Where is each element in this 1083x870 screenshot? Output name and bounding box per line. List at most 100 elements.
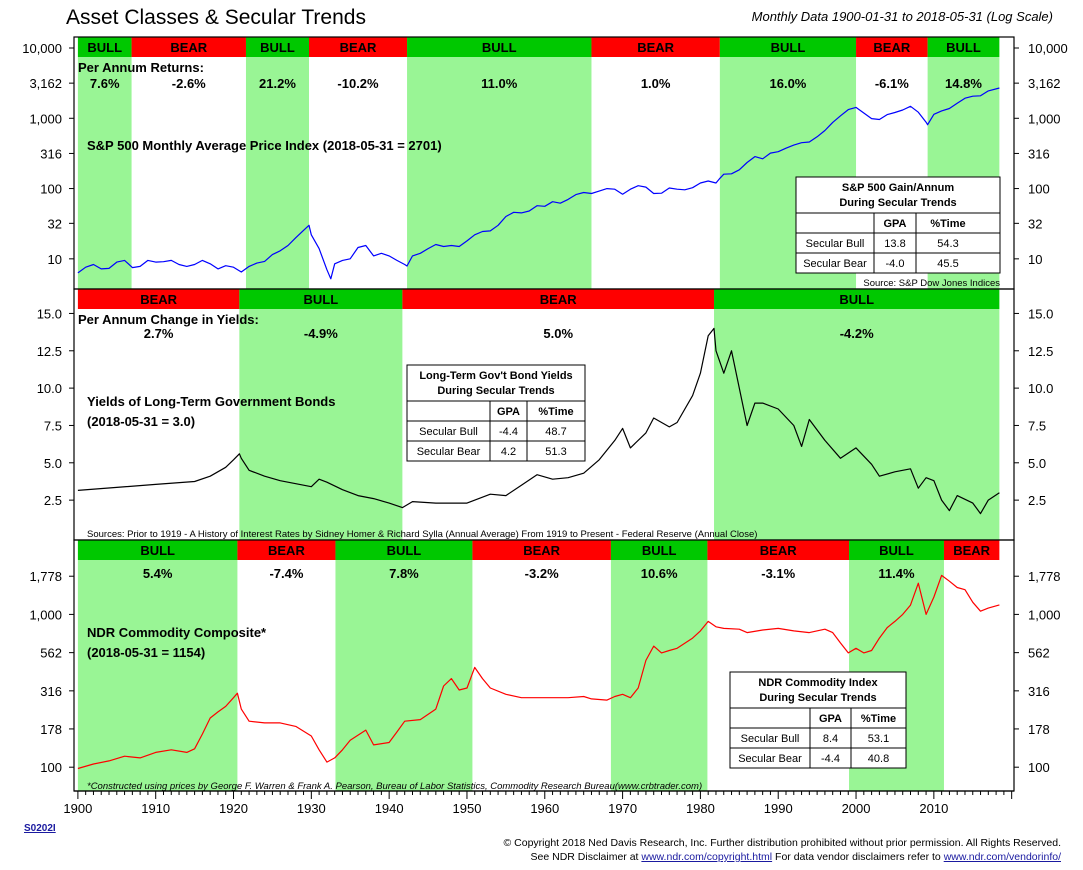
- x-tick-label: 1900: [63, 801, 92, 816]
- vendorinfo-link[interactable]: www.ndr.com/vendorinfo/: [943, 851, 1061, 863]
- y-tick-label-left: 1,778: [29, 569, 62, 584]
- table-cell: Secular Bull: [419, 426, 478, 438]
- period-label: BEAR: [268, 543, 305, 558]
- series-label: NDR Commodity Composite*: [87, 625, 267, 640]
- table-cell: 53.1: [868, 733, 889, 745]
- bull-band: [245, 57, 309, 289]
- bull-header: [849, 540, 944, 560]
- y-tick-label-right: 316: [1028, 146, 1050, 161]
- y-tick-label-right: 10: [1028, 252, 1042, 267]
- series-sublabel: (2018-05-31 = 3.0): [87, 414, 195, 429]
- bull-band: [714, 309, 1000, 540]
- period-label: BULL: [87, 40, 122, 55]
- bull-header: [77, 540, 238, 560]
- series-sublabel: (2018-05-31 = 1154): [87, 645, 205, 660]
- period-gpa: -7.4%: [269, 566, 303, 581]
- table-cell: 45.5: [937, 258, 958, 270]
- period-label: BULL: [482, 40, 517, 55]
- table-cell: 4.2: [501, 446, 516, 458]
- bull-header: [239, 289, 403, 309]
- bear-header: [943, 540, 1000, 560]
- y-tick-label-right: 316: [1028, 684, 1050, 699]
- table-cell: 48.7: [545, 426, 566, 438]
- bull-band: [77, 560, 238, 791]
- table-subtitle: During Secular Trends: [437, 385, 554, 397]
- chart-code[interactable]: S0202I: [24, 823, 56, 834]
- bull-header: [245, 37, 309, 57]
- period-gpa: 16.0%: [770, 76, 807, 91]
- table-cell: -4.4: [821, 753, 840, 765]
- period-label: BEAR: [170, 40, 207, 55]
- period-label: BULL: [879, 543, 914, 558]
- period-label: BEAR: [340, 40, 377, 55]
- y-tick-label-left: 10.0: [37, 381, 62, 396]
- period-label: BEAR: [523, 543, 560, 558]
- table-subtitle: During Secular Trends: [839, 197, 956, 209]
- y-tick-label-right: 7.5: [1028, 418, 1046, 433]
- source-note: *Constructed using prices by George F. W…: [87, 781, 702, 792]
- period-gpa: -6.1%: [875, 76, 909, 91]
- period-gpa: -3.1%: [761, 566, 795, 581]
- table-cell: 40.8: [868, 753, 889, 765]
- table-subtitle: During Secular Trends: [759, 692, 876, 704]
- y-tick-label-right: 10,000: [1028, 41, 1068, 56]
- bear-header: [856, 37, 928, 57]
- table-cell: -4.0: [886, 258, 905, 270]
- y-tick-label-left: 10: [48, 252, 62, 267]
- period-gpa: 7.6%: [90, 76, 120, 91]
- y-tick-label-left: 1,000: [29, 111, 62, 126]
- y-tick-label-left: 7.5: [44, 418, 62, 433]
- bear-header: [237, 540, 336, 560]
- y-tick-label-right: 100: [1028, 760, 1050, 775]
- x-tick-label: 2010: [919, 801, 948, 816]
- period-label: BEAR: [760, 543, 797, 558]
- table-cell: 51.3: [545, 446, 566, 458]
- y-tick-label-right: 12.5: [1028, 344, 1053, 359]
- series-label: Yields of Long-Term Government Bonds: [87, 394, 335, 409]
- chart-svg: BULL 7.6% BEAR -2.6% BULL 21.2% BEAR -10.2% BULL…: [22, 36, 1068, 816]
- x-tick-label: 1910: [141, 801, 170, 816]
- x-tick-label: 1960: [530, 801, 559, 816]
- bull-header: [927, 37, 1000, 57]
- period-label: BULL: [387, 543, 422, 558]
- period-gpa: 7.8%: [389, 566, 419, 581]
- period-gpa: 5.4%: [143, 566, 173, 581]
- x-tick-label: 1990: [764, 801, 793, 816]
- period-label: BULL: [304, 292, 339, 307]
- y-tick-label-right: 32: [1028, 216, 1042, 231]
- table-title: S&P 500 Gain/Annum: [842, 182, 954, 194]
- x-tick-label: 1970: [608, 801, 637, 816]
- bear-header: [591, 37, 720, 57]
- table-cell: Secular Bear: [803, 258, 867, 270]
- y-tick-label-right: 3,162: [1028, 76, 1061, 91]
- period-label: BEAR: [637, 40, 674, 55]
- bull-header: [714, 289, 1000, 309]
- table-header: GPA: [883, 218, 906, 230]
- table-cell: Secular Bear: [417, 446, 481, 458]
- copyright-link[interactable]: www.ndr.com/copyright.html: [641, 851, 773, 863]
- period-gpa: -4.9%: [304, 326, 338, 341]
- commodities-series-line: [77, 574, 1000, 770]
- period-label: BULL: [140, 543, 175, 558]
- chart-subtitle: Monthly Data 1900-01-31 to 2018-05-31 (L…: [751, 9, 1053, 24]
- source-note: Sources: Prior to 1919 - A History of In…: [87, 529, 757, 540]
- y-tick-label-right: 15.0: [1028, 306, 1053, 321]
- period-label: BULL: [839, 292, 874, 307]
- period-gpa: 14.8%: [945, 76, 982, 91]
- period-gpa: 2.7%: [144, 326, 174, 341]
- period-gpa: -10.2%: [337, 76, 379, 91]
- summary-table: [795, 176, 1001, 274]
- disclaimer-prefix: See NDR Disclaimer at: [530, 851, 642, 863]
- bear-header: [472, 540, 611, 560]
- x-tick-label: 1950: [453, 801, 482, 816]
- period-gpa: 11.4%: [878, 566, 915, 581]
- period-gpa: 1.0%: [641, 76, 671, 91]
- bull-header: [610, 540, 708, 560]
- y-tick-label-left: 3,162: [29, 76, 62, 91]
- table-title: Long-Term Gov't Bond Yields: [419, 370, 572, 382]
- bull-band: [335, 560, 473, 791]
- x-tick-label: 1980: [686, 801, 715, 816]
- table-cell: 13.8: [884, 238, 905, 250]
- y-tick-label-left: 562: [40, 646, 62, 661]
- chart-title: Asset Classes & Secular Trends: [66, 6, 366, 29]
